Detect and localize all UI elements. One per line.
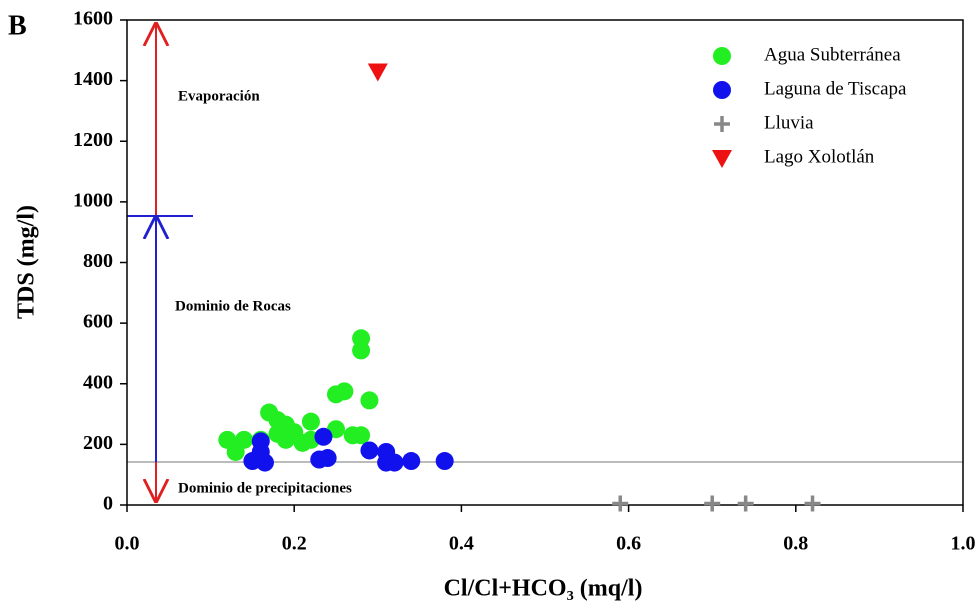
annotation: Evaporación — [178, 88, 260, 104]
x-tick-label: 0.8 — [783, 533, 808, 555]
data-point — [737, 495, 754, 512]
annotation: Dominio de Rocas — [175, 298, 291, 314]
data-point — [318, 449, 337, 468]
legend-marker — [712, 150, 732, 168]
x-axis-label: Cl/Cl+HCO₃ (mq/l) — [444, 576, 643, 602]
legend-label: Agua Subterránea — [764, 44, 901, 65]
data-point — [804, 495, 821, 512]
y-tick-label: 1400 — [73, 68, 113, 90]
legend-label: Lago Xolotlán — [764, 146, 875, 167]
legend-label: Lluvia — [764, 112, 814, 133]
legend-label: Laguna de Tiscapa — [764, 78, 907, 99]
data-point — [251, 442, 270, 461]
data-point — [352, 426, 371, 445]
x-tick-label: 0.6 — [616, 533, 641, 555]
y-tick-label: 1000 — [73, 189, 113, 211]
data-point — [335, 382, 354, 401]
annotation: Dominio de precipitaciones — [178, 480, 352, 496]
y-tick-label: 0 — [103, 493, 113, 515]
y-tick-label: 200 — [83, 432, 113, 454]
y-tick-label: 800 — [83, 250, 113, 272]
y-tick-label: 1600 — [73, 8, 113, 30]
data-point — [385, 453, 404, 472]
legend-marker — [714, 116, 730, 132]
x-tick-label: 0.2 — [282, 533, 307, 555]
data-point — [360, 391, 379, 410]
x-tick-label: 0.0 — [115, 533, 140, 555]
data-point — [314, 427, 333, 446]
x-tick-label: 0.4 — [449, 533, 474, 555]
data-point — [301, 412, 320, 431]
y-tick-label: 400 — [83, 371, 113, 393]
data-point — [235, 430, 254, 449]
x-tick-label: 1.0 — [951, 533, 976, 555]
legend-marker — [713, 47, 731, 65]
data-point — [352, 329, 371, 348]
y-tick-label: 1200 — [73, 129, 113, 151]
y-axis-label: TDS (mg/l) — [14, 205, 40, 319]
data-point — [367, 63, 388, 82]
panel-label: B — [8, 10, 27, 41]
y-tick-label: 600 — [83, 311, 113, 333]
data-point — [704, 495, 721, 512]
legend-marker — [713, 81, 731, 99]
data-point — [402, 452, 421, 471]
data-point — [435, 452, 454, 471]
data-point — [268, 424, 287, 443]
data-point — [360, 441, 379, 460]
data-point — [612, 495, 629, 512]
